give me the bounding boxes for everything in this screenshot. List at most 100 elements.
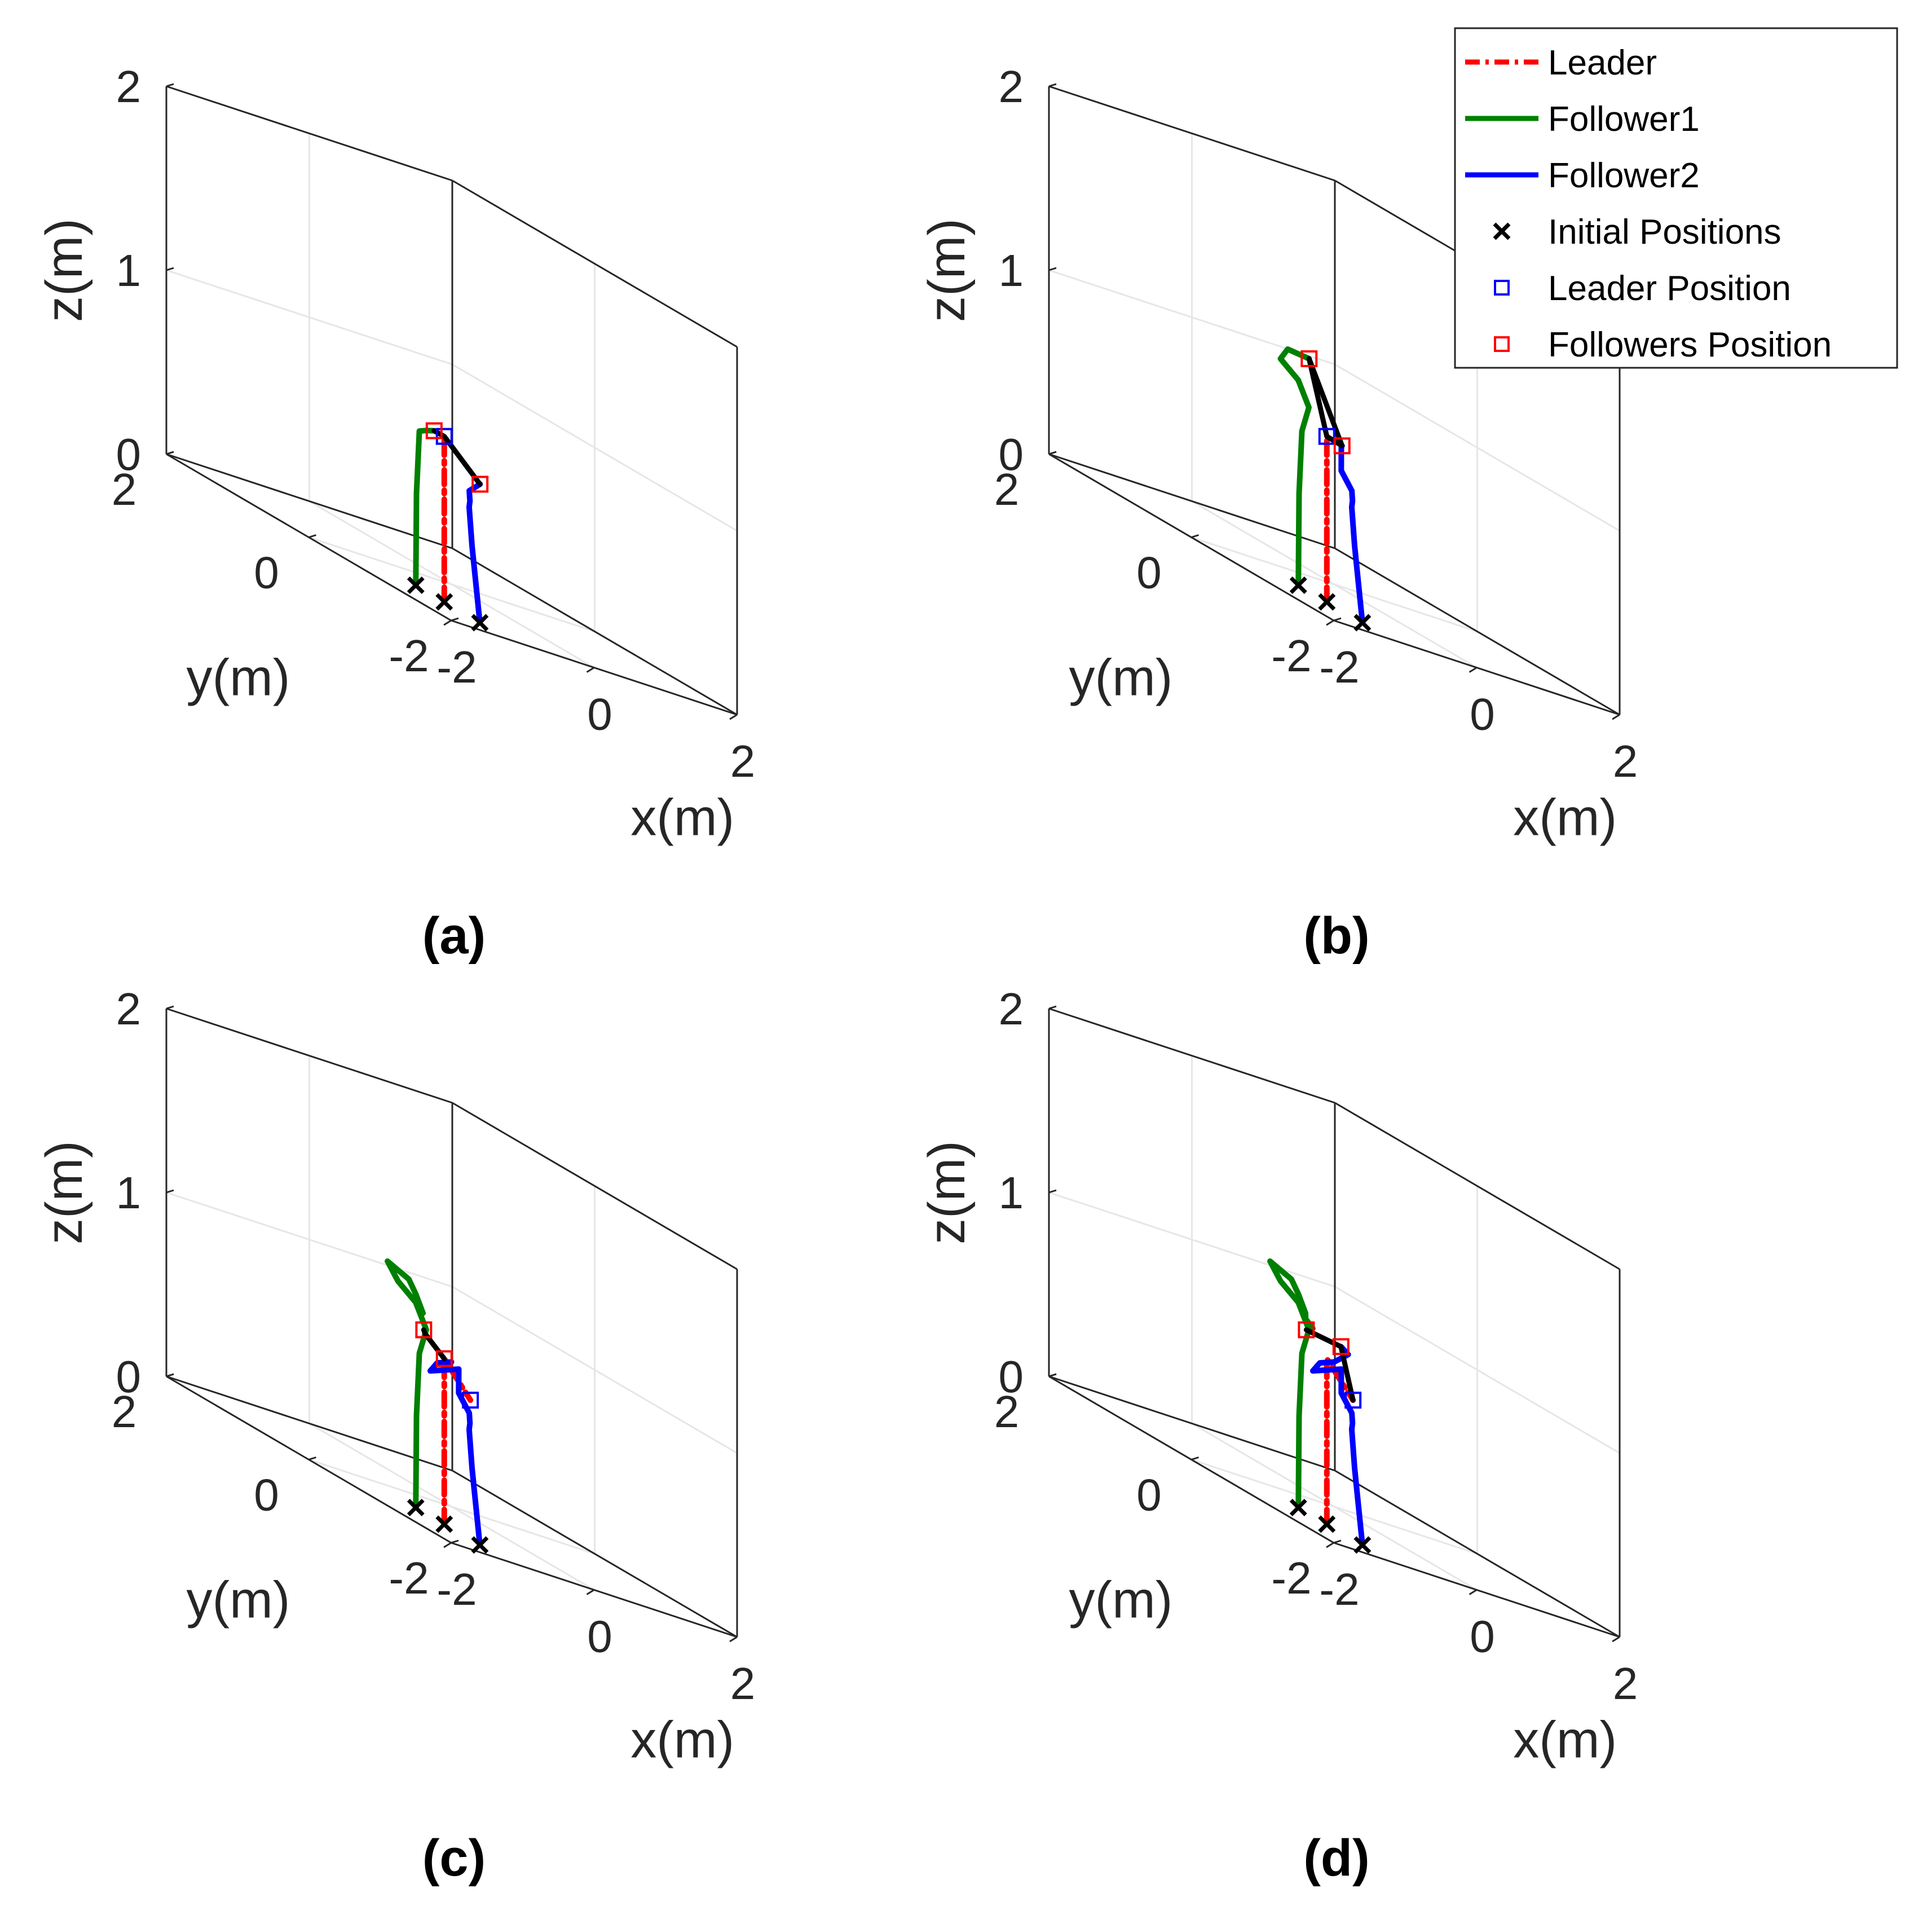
- z-tick-label: 0: [116, 1352, 142, 1402]
- z-tick-label: 0: [999, 1352, 1024, 1402]
- legend-label: Leader Position: [1548, 269, 1791, 308]
- x-tick-label: 2: [730, 736, 756, 786]
- legend-item-leader: Leader: [1465, 43, 1657, 82]
- x-tick-label: 0: [1470, 689, 1495, 740]
- z-axis-label: z(m): [918, 1141, 976, 1244]
- x-tick-label: 0: [1470, 1612, 1495, 1662]
- initial-position-marker: [435, 1515, 453, 1533]
- follower-position-marker: [1300, 350, 1318, 367]
- markers: [407, 422, 489, 632]
- y-tick-label: 2: [112, 464, 137, 514]
- y-tick-label: -2: [1271, 1553, 1311, 1603]
- x-tick-label: 0: [587, 689, 612, 740]
- x-tick-label: 0: [587, 1612, 612, 1662]
- follower-position-marker: [425, 422, 443, 439]
- y-tick-label: 0: [1136, 1470, 1162, 1520]
- axis-edge: [1334, 1469, 1620, 1638]
- initial-position-marker: [471, 614, 489, 632]
- series: [1267, 1258, 1365, 1548]
- follower-position-marker: [1333, 437, 1351, 455]
- y-tick-label: 2: [112, 1387, 137, 1437]
- axis-edge: [1048, 1375, 1335, 1472]
- z-tick-label: 1: [116, 245, 142, 296]
- y-tick-mark: [1191, 534, 1199, 538]
- axes-box: [165, 1007, 738, 1638]
- z-tick-label: 1: [999, 245, 1024, 296]
- x-tick-mark: [1612, 714, 1620, 720]
- legend-label: Follower1: [1548, 100, 1700, 139]
- y-axis-label: y(m): [187, 1572, 290, 1629]
- y-tick-label: -2: [1271, 631, 1311, 681]
- panel-caption: (b): [1303, 907, 1369, 965]
- z-tick-mark: [166, 1373, 174, 1378]
- y-tick-mark: [308, 1456, 316, 1460]
- axis-edge: [1048, 453, 1335, 549]
- axis-edge: [452, 547, 738, 716]
- z-tick-mark: [166, 1005, 174, 1010]
- x-axis-label: x(m): [630, 789, 734, 846]
- markers: [1289, 1321, 1372, 1554]
- series-line-formation-links: [1303, 1327, 1356, 1403]
- grid-line: [1334, 1286, 1620, 1454]
- x-tick-label: 2: [1613, 1658, 1638, 1709]
- grid-line: [166, 1191, 453, 1288]
- z-tick-mark: [166, 451, 174, 455]
- leader-position-marker: [1318, 428, 1335, 445]
- axis-edge: [166, 1007, 453, 1104]
- axis-edge: [1334, 547, 1620, 716]
- grid-line: [1334, 363, 1620, 532]
- initial-position-marker: [1318, 1515, 1336, 1533]
- follower-position-marker: [471, 476, 489, 493]
- z-tick-label: 2: [116, 61, 142, 112]
- leader-position-marker: [1344, 1392, 1362, 1409]
- axis-edge: [452, 1102, 738, 1270]
- y-tick-mark: [451, 617, 459, 622]
- z-tick-label: 0: [116, 429, 142, 479]
- legend-swatch: [1493, 222, 1511, 240]
- grid-line: [1048, 1191, 1335, 1288]
- axes-box: [165, 85, 738, 716]
- y-tick-mark: [1333, 617, 1342, 622]
- axis-edge: [1048, 85, 1335, 182]
- y-tick-label: -2: [389, 631, 429, 681]
- legend-label: Follower2: [1548, 156, 1700, 195]
- x-tick-mark: [1326, 1542, 1334, 1548]
- initial-position-marker: [471, 1536, 489, 1554]
- z-axis-label: z(m): [918, 218, 976, 322]
- panel-caption: (d): [1303, 1829, 1369, 1887]
- legend-item-initial-positions: Initial Positions: [1493, 213, 1782, 252]
- initial-position-marker: [407, 576, 425, 594]
- y-tick-label: 0: [254, 1470, 279, 1520]
- initial-position-marker: [435, 593, 453, 611]
- grid-line: [452, 363, 738, 532]
- legend-item-leader-position: Leader Position: [1494, 269, 1791, 308]
- follower-position-marker: [415, 1321, 433, 1339]
- legend-swatch: [1494, 336, 1510, 352]
- axis-edge: [166, 453, 453, 549]
- z-tick-mark: [1048, 451, 1057, 455]
- x-tick-label: 2: [730, 1658, 756, 1709]
- grid-line: [452, 1286, 738, 1454]
- grid-line: [308, 1459, 595, 1555]
- z-tick-mark: [166, 83, 174, 87]
- z-tick-mark: [1048, 267, 1057, 271]
- x-tick-mark: [1612, 1636, 1620, 1643]
- y-tick-label: -2: [389, 1553, 429, 1603]
- axis-edge: [1334, 1102, 1620, 1270]
- markers: [407, 1321, 489, 1554]
- x-tick-mark: [586, 1589, 595, 1595]
- series-line-follower1: [1277, 346, 1312, 588]
- axis-edge: [452, 1469, 738, 1638]
- y-axis-label: y(m): [1069, 649, 1173, 707]
- follower-position-marker: [435, 1350, 453, 1367]
- z-tick-label: 2: [999, 61, 1024, 112]
- x-tick-label: 2: [1613, 736, 1638, 786]
- panel-caption: (a): [422, 907, 486, 965]
- legend-item-follower1: Follower1: [1465, 100, 1700, 139]
